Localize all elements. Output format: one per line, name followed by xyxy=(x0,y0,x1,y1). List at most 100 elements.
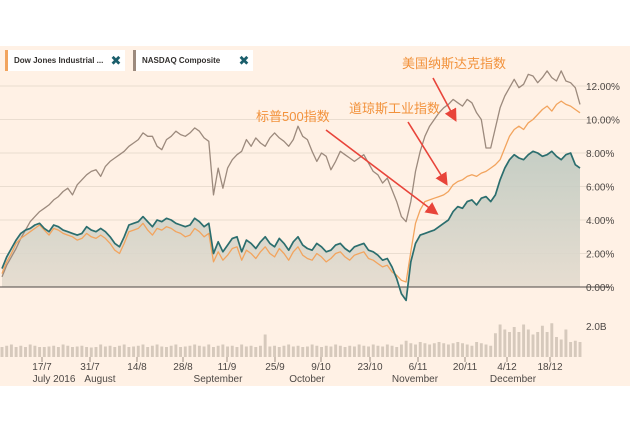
volume-bar xyxy=(329,346,333,357)
volume-bar xyxy=(254,347,258,357)
volume-bar xyxy=(5,345,9,357)
volume-bar xyxy=(56,347,60,357)
y-tick-label: 8.00% xyxy=(586,149,614,160)
volume-bar xyxy=(522,324,526,357)
volume-bar xyxy=(80,345,84,357)
y-tick-label: 2.00% xyxy=(586,250,614,261)
series-lines xyxy=(0,70,610,302)
volume-bar xyxy=(343,347,347,357)
volume-bar xyxy=(484,344,488,357)
volume-bar xyxy=(66,345,70,357)
volume-bar xyxy=(136,345,140,357)
volume-bar xyxy=(395,347,399,357)
volume-bar xyxy=(9,344,13,357)
y-tick-label: 10.00% xyxy=(586,116,620,127)
volume-bar xyxy=(287,344,291,357)
sp500-series-line xyxy=(1,150,581,302)
volume-bar xyxy=(475,342,479,357)
volume-bar xyxy=(169,345,173,357)
volume-bar xyxy=(545,332,549,357)
volume-bar xyxy=(376,345,380,357)
volume-bars xyxy=(0,323,582,357)
y-axis: 0.00% 2.00% 4.00% 6.00% 8.00% 10.00% 12.00% 2.0… xyxy=(586,82,620,333)
volume-bar xyxy=(334,344,338,357)
volume-bar xyxy=(221,344,225,357)
x-tick-label: 28/8 xyxy=(173,362,193,373)
volume-bar xyxy=(165,347,168,357)
volume-bar xyxy=(42,347,46,357)
volume-bar xyxy=(517,332,521,357)
volume-bar xyxy=(550,323,554,357)
volume-bar xyxy=(291,346,295,357)
volume-bar xyxy=(418,342,422,357)
volume-bar xyxy=(578,342,582,357)
volume-bar xyxy=(512,327,516,357)
volume-bar xyxy=(197,345,201,357)
volume-bar xyxy=(305,346,309,357)
volume-bar xyxy=(282,345,286,357)
volume-bar xyxy=(371,344,375,357)
month-label: August xyxy=(84,374,115,385)
volume-bar xyxy=(75,346,79,357)
month-label: September xyxy=(194,374,244,385)
legend-tab-dow-jones[interactable]: Dow Jones Industrial ... ✖ xyxy=(5,50,125,71)
volume-bar xyxy=(399,344,403,357)
volume-bar xyxy=(503,329,507,357)
volume-bar xyxy=(141,344,145,357)
x-tick-label: 14/8 xyxy=(127,362,147,373)
x-tick-label: 11/9 xyxy=(218,362,237,373)
volume-bar xyxy=(150,345,154,357)
legend-tab-nasdaq[interactable]: NASDAQ Composite ✖ xyxy=(133,50,253,71)
annotation-arrow xyxy=(432,77,457,122)
annotation-arrow xyxy=(407,121,448,186)
volume-bar xyxy=(409,343,413,357)
x-tick-label: 23/10 xyxy=(357,362,382,373)
volume-bar xyxy=(367,346,370,357)
y-tick-label: 6.00% xyxy=(586,183,614,194)
volume-bar xyxy=(0,347,4,357)
volume-bar xyxy=(277,347,281,357)
volume-bar xyxy=(465,344,469,357)
volume-bar xyxy=(357,344,361,357)
volume-bar xyxy=(479,343,483,357)
volume-bar xyxy=(89,347,93,357)
volume-bar xyxy=(28,344,32,357)
volume-bar xyxy=(268,346,272,357)
volume-bar xyxy=(320,347,324,357)
volume-bar xyxy=(179,347,183,357)
volume-bar xyxy=(99,344,103,357)
volume-bar xyxy=(202,346,206,357)
volume-bar xyxy=(155,344,159,357)
volume-bar xyxy=(352,346,356,357)
volume-bar xyxy=(404,340,408,357)
volume-bar xyxy=(296,345,300,357)
close-icon[interactable]: ✖ xyxy=(238,52,250,68)
volume-bar xyxy=(493,333,497,357)
volume-bar xyxy=(348,345,352,357)
volume-bar xyxy=(461,343,464,357)
legend-swatch-nasdaq xyxy=(133,50,136,71)
volume-bar xyxy=(146,347,150,357)
volume-label: 2.0B xyxy=(586,322,607,333)
volume-bar xyxy=(71,347,74,357)
month-label: December xyxy=(490,374,537,385)
volume-bar xyxy=(258,345,262,357)
volume-bar xyxy=(569,342,573,357)
annotation-label: 标普500指数 xyxy=(256,109,330,124)
volume-bar xyxy=(85,347,89,357)
y-tick-label: 4.00% xyxy=(586,216,614,227)
volume-bar xyxy=(230,345,234,357)
volume-bar xyxy=(437,342,441,357)
volume-bar xyxy=(24,347,27,357)
month-label: November xyxy=(392,374,439,385)
volume-bar xyxy=(385,344,389,357)
volume-bar xyxy=(315,345,319,357)
volume-bar xyxy=(174,344,178,357)
volume-bar xyxy=(526,329,530,357)
volume-bar xyxy=(508,332,511,357)
volume-bar xyxy=(498,324,502,357)
month-label: October xyxy=(289,374,325,385)
volume-bar xyxy=(263,334,267,357)
close-icon[interactable]: ✖ xyxy=(110,52,122,68)
